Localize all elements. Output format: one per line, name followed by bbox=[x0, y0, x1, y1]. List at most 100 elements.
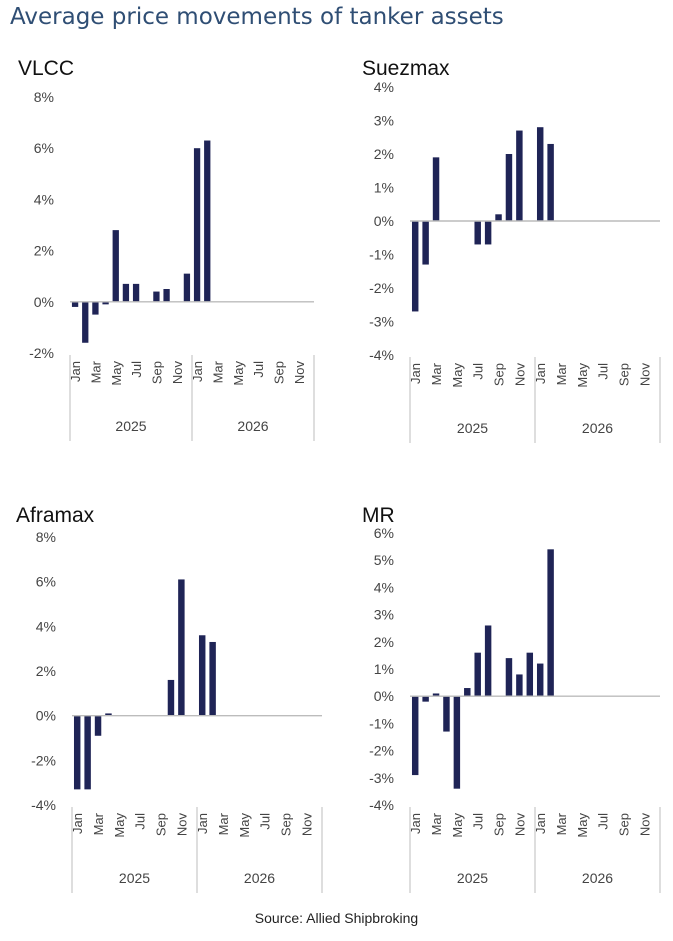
bar bbox=[153, 291, 160, 302]
x-year-label: 2025 bbox=[115, 418, 146, 434]
y-tick-label: 5% bbox=[374, 552, 394, 568]
bar bbox=[422, 221, 429, 265]
bar bbox=[183, 273, 191, 302]
bar bbox=[432, 157, 440, 221]
source-note: Source: Allied Shipbroking bbox=[254, 910, 419, 926]
x-month-label: Jul bbox=[251, 361, 266, 378]
x-month-label: Nov bbox=[637, 363, 652, 387]
x-month-label: Nov bbox=[170, 361, 185, 385]
bar bbox=[443, 696, 450, 732]
x-month-label: Sep bbox=[617, 813, 632, 836]
y-tick-label: 4% bbox=[374, 579, 394, 595]
x-month-label: May bbox=[231, 361, 246, 386]
x-year-label: 2026 bbox=[237, 418, 268, 434]
y-tick-label: 2% bbox=[34, 243, 54, 259]
x-month-label: Sep bbox=[154, 813, 169, 836]
x-month-label: May bbox=[575, 813, 590, 838]
x-month-label: Mar bbox=[88, 360, 103, 383]
bar bbox=[84, 715, 91, 790]
x-month-label: Mar bbox=[554, 812, 569, 835]
bar bbox=[209, 641, 216, 716]
x-month-label: Jan bbox=[533, 813, 548, 834]
x-month-label: May bbox=[112, 813, 127, 838]
bar bbox=[73, 715, 81, 790]
bar bbox=[526, 652, 534, 697]
vlcc-chart: VLCC 8% 6% 4% 2% 0% -2% Jan Mar May Jul Sep Nov Jan Ma… bbox=[18, 57, 315, 441]
bar bbox=[536, 127, 544, 221]
bar bbox=[505, 154, 513, 221]
y-tick-label: 2% bbox=[36, 663, 56, 679]
x-month-label: Mar bbox=[216, 812, 231, 835]
y-tick-label: 3% bbox=[374, 113, 394, 129]
mr-chart: MR6% 5% 4% 3% 2% 1% 0% -1% -2% -3% -4% Jan Mar May Jul… bbox=[362, 504, 661, 893]
chart-title: MR bbox=[362, 504, 395, 527]
x-year-label: 2026 bbox=[582, 420, 613, 436]
x-month-label: Sep bbox=[492, 813, 507, 836]
y-tick-label: -3% bbox=[369, 770, 394, 786]
chart-title: Aframax bbox=[16, 504, 95, 527]
bar bbox=[102, 301, 109, 305]
page-title: Average price movements of tanker assets bbox=[10, 4, 504, 30]
x-month-label: Jan bbox=[68, 361, 83, 382]
bar bbox=[163, 289, 170, 302]
y-tick-label: 1% bbox=[374, 661, 394, 677]
bar bbox=[484, 625, 492, 697]
bar bbox=[464, 688, 471, 697]
y-tick-label: 6% bbox=[374, 525, 394, 541]
x-month-label: Jan bbox=[195, 813, 210, 834]
x-month-label: Jan bbox=[408, 363, 423, 384]
bar bbox=[411, 696, 419, 776]
y-tick-label: -4% bbox=[31, 797, 56, 813]
x-month-label: Jan bbox=[533, 363, 548, 384]
y-tick-label: -2% bbox=[369, 280, 394, 296]
bar bbox=[505, 658, 513, 697]
x-month-label: Sep bbox=[492, 363, 507, 386]
y-tick-label: -2% bbox=[29, 345, 54, 361]
x-month-label: Jan bbox=[70, 813, 85, 834]
x-month-label: May bbox=[450, 813, 465, 838]
bar bbox=[178, 579, 185, 716]
x-month-label: Jan bbox=[408, 813, 423, 834]
y-tick-label: 2% bbox=[374, 634, 394, 650]
aframax-chart: Aframax 8% 6% 4% 2% 0% -2% -4% Jan Mar May Jul Sep No… bbox=[16, 504, 323, 893]
chart-title: Suezmax bbox=[362, 57, 450, 80]
bar bbox=[432, 693, 440, 697]
bar bbox=[516, 130, 523, 221]
bar bbox=[474, 221, 481, 245]
bar bbox=[112, 230, 119, 302]
x-month-label: Nov bbox=[512, 363, 527, 387]
bar bbox=[82, 301, 89, 343]
x-month-label: Sep bbox=[279, 813, 294, 836]
y-tick-label: 4% bbox=[36, 618, 56, 634]
y-tick-label: -1% bbox=[369, 715, 394, 731]
x-year-label: 2025 bbox=[457, 420, 488, 436]
y-tick-label: 3% bbox=[374, 607, 394, 623]
y-tick-label: 6% bbox=[36, 574, 56, 590]
y-tick-label: 2% bbox=[374, 146, 394, 162]
y-tick-label: 4% bbox=[374, 79, 394, 95]
bar bbox=[516, 674, 523, 697]
bar bbox=[167, 679, 175, 716]
y-tick-label: 8% bbox=[36, 529, 56, 545]
y-tick-label: -3% bbox=[369, 314, 394, 330]
x-month-label: Mar bbox=[429, 362, 444, 385]
x-month-label: May bbox=[450, 363, 465, 388]
x-month-label: Sep bbox=[271, 361, 286, 384]
x-month-label: Mar bbox=[429, 812, 444, 835]
x-month-label: Jul bbox=[258, 813, 273, 830]
bar bbox=[495, 214, 502, 221]
bar bbox=[547, 143, 554, 221]
x-month-label: Jan bbox=[190, 361, 205, 382]
y-tick-label: -2% bbox=[31, 752, 56, 768]
bar bbox=[105, 713, 112, 716]
bar bbox=[453, 696, 461, 789]
x-month-label: May bbox=[575, 363, 590, 388]
y-tick-label: 6% bbox=[34, 140, 54, 156]
x-month-label: Nov bbox=[299, 813, 314, 837]
x-month-label: Jul bbox=[596, 813, 611, 830]
x-month-label: Jul bbox=[133, 813, 148, 830]
bar bbox=[204, 140, 211, 302]
bar bbox=[536, 663, 544, 697]
x-month-label: Nov bbox=[512, 813, 527, 837]
